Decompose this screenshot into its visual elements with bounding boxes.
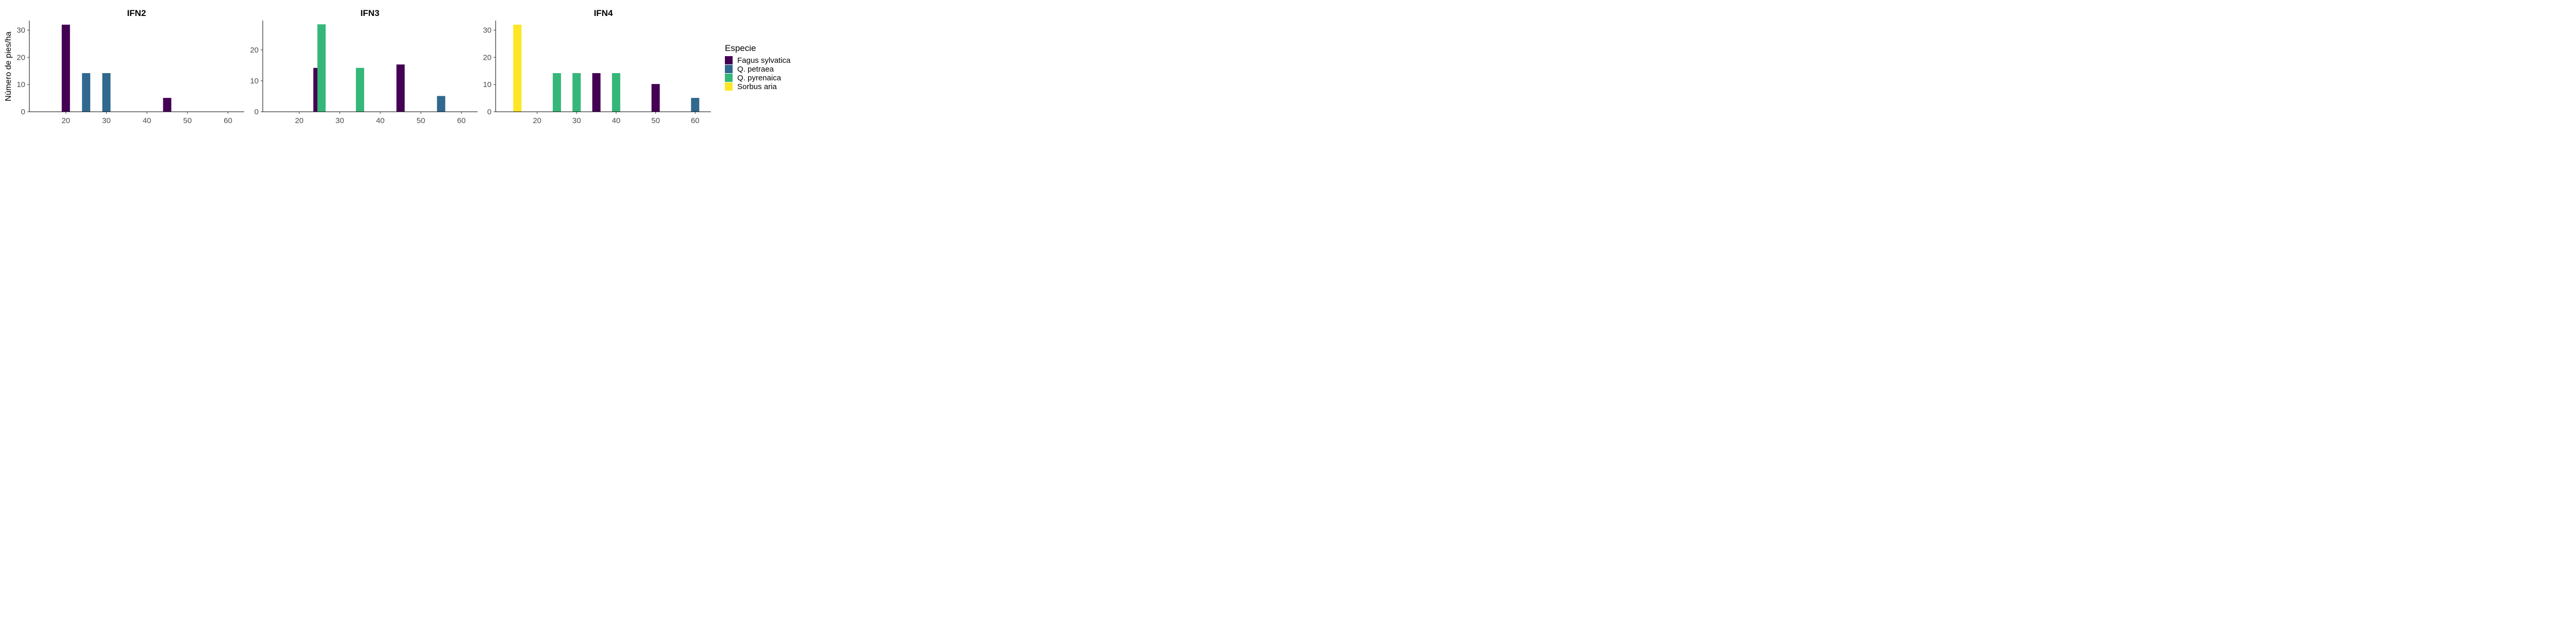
x-tick-label: 40 <box>143 116 151 125</box>
legend-swatch <box>725 82 733 91</box>
y-tick-label: 20 <box>483 53 492 62</box>
x-tick-label: 30 <box>102 116 111 125</box>
x-tick-label: 40 <box>612 116 621 125</box>
panel-title: IFN2 <box>127 8 146 18</box>
legend-swatch <box>725 74 733 82</box>
y-axis-title: Número de pies/ha <box>4 31 13 101</box>
bar <box>317 24 326 112</box>
y-tick-label: 0 <box>255 108 259 116</box>
x-tick-label: 20 <box>61 116 70 125</box>
facet-panels: IFN2 20 30 40 50 60 0 10 20 30 IFN3 20 30 40 50 60 0 10 20… <box>16 8 711 125</box>
bar <box>651 84 660 112</box>
bar <box>592 73 601 112</box>
bar <box>396 64 405 112</box>
y-tick-label: 10 <box>250 77 259 85</box>
y-tick-label: 0 <box>487 108 492 116</box>
x-tick-label: 30 <box>335 116 344 125</box>
x-tick-label: 60 <box>224 116 232 125</box>
x-tick-label: 60 <box>691 116 700 125</box>
bar <box>513 24 522 112</box>
panel-ifn3: IFN3 20 30 40 50 60 0 10 20 <box>250 8 478 125</box>
x-tick-label: 20 <box>533 116 541 125</box>
bar <box>437 96 446 112</box>
x-tick-label: 50 <box>651 116 660 125</box>
legend-label: Fagus sylvatica <box>737 56 791 65</box>
legend-label: Q. pyrenaica <box>737 74 782 82</box>
bar <box>61 24 70 112</box>
bar <box>355 67 364 112</box>
bar <box>572 73 581 112</box>
panel-ifn4: IFN4 20 30 40 50 60 0 10 20 30 <box>483 8 711 125</box>
bar <box>612 73 620 112</box>
x-tick-label: 30 <box>572 116 581 125</box>
legend-label: Sorbus aria <box>737 82 777 91</box>
y-tick-label: 30 <box>16 26 25 35</box>
x-tick-label: 50 <box>417 116 426 125</box>
y-tick-label: 10 <box>16 80 25 89</box>
legend-title: Especie <box>725 43 756 53</box>
bar <box>102 73 111 112</box>
bar <box>691 98 700 112</box>
panel-ifn2: IFN2 20 30 40 50 60 0 10 20 30 <box>16 8 244 125</box>
x-tick-label: 60 <box>457 116 466 125</box>
bar <box>552 73 561 112</box>
panel-title: IFN3 <box>361 8 380 18</box>
bar <box>163 98 172 112</box>
bar <box>82 73 91 112</box>
legend-label: Q. petraea <box>737 65 774 74</box>
panel-title: IFN4 <box>594 8 613 18</box>
legend-swatch <box>725 65 733 73</box>
y-tick-label: 20 <box>16 53 25 62</box>
y-tick-label: 0 <box>21 108 25 116</box>
y-tick-label: 20 <box>250 46 259 55</box>
x-tick-label: 40 <box>376 116 385 125</box>
legend-swatch <box>725 56 733 64</box>
y-tick-label: 30 <box>483 26 492 35</box>
x-tick-label: 20 <box>295 116 303 125</box>
x-tick-label: 50 <box>183 116 192 125</box>
y-tick-label: 10 <box>483 80 492 89</box>
